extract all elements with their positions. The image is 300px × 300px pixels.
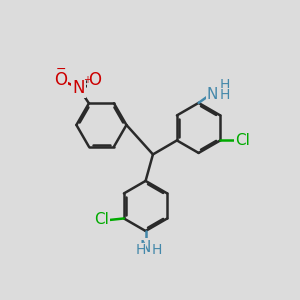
Text: Cl: Cl: [235, 133, 250, 148]
Text: N: N: [140, 240, 151, 255]
Text: N: N: [207, 87, 218, 102]
Text: −: −: [56, 63, 66, 76]
Text: O: O: [88, 71, 101, 89]
Text: O: O: [54, 71, 67, 89]
Text: H: H: [152, 243, 162, 257]
Text: N: N: [72, 79, 85, 97]
Text: H: H: [220, 88, 230, 102]
Text: +: +: [83, 75, 91, 85]
Text: H: H: [220, 78, 230, 92]
Text: Cl: Cl: [94, 212, 109, 227]
Text: H: H: [135, 243, 146, 257]
